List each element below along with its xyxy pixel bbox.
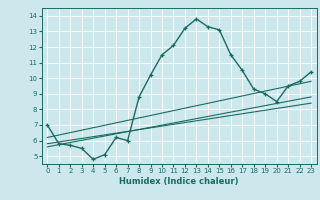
X-axis label: Humidex (Indice chaleur): Humidex (Indice chaleur): [119, 177, 239, 186]
